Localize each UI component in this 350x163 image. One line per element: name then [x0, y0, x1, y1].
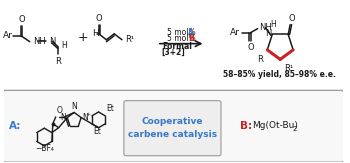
- Text: NH: NH: [33, 37, 46, 46]
- Text: O: O: [57, 106, 63, 115]
- Text: R: R: [258, 55, 264, 64]
- Text: A: A: [188, 28, 194, 37]
- Text: Formal: Formal: [162, 42, 192, 51]
- Text: B:: B:: [240, 121, 253, 131]
- Text: 5 mol%: 5 mol%: [167, 28, 198, 37]
- Text: 58–85% yield, 85–98% e.e.: 58–85% yield, 85–98% e.e.: [223, 70, 336, 79]
- Text: Cooperative
carbene catalysis: Cooperative carbene catalysis: [128, 117, 217, 139]
- Text: NH: NH: [260, 23, 272, 32]
- Text: [3+2]: [3+2]: [162, 48, 186, 57]
- Text: H: H: [270, 20, 276, 29]
- Text: Mg(Ot-Bu): Mg(Ot-Bu): [252, 121, 298, 130]
- Text: −BF₄: −BF₄: [35, 144, 54, 153]
- Text: H: H: [92, 29, 99, 38]
- Text: Et: Et: [93, 127, 101, 136]
- Text: R: R: [55, 57, 61, 66]
- Text: +: +: [85, 112, 90, 117]
- Text: O: O: [96, 14, 103, 23]
- Text: N: N: [265, 29, 271, 38]
- FancyBboxPatch shape: [124, 101, 221, 156]
- Text: Ar: Ar: [4, 31, 13, 40]
- Text: Et: Et: [106, 104, 114, 113]
- Text: N: N: [49, 37, 55, 46]
- Text: 5 mol%: 5 mol%: [167, 34, 198, 43]
- Text: O: O: [18, 15, 25, 23]
- Text: N: N: [82, 113, 88, 122]
- Text: 2: 2: [293, 126, 297, 132]
- Text: N: N: [61, 113, 66, 122]
- Text: N: N: [71, 102, 77, 111]
- Text: A:: A:: [9, 121, 21, 131]
- Text: Ar: Ar: [230, 28, 240, 37]
- Text: R¹: R¹: [125, 35, 134, 44]
- FancyBboxPatch shape: [3, 90, 344, 162]
- Text: B: B: [188, 34, 194, 43]
- Text: O: O: [288, 14, 295, 23]
- Text: +: +: [78, 31, 89, 44]
- Text: R¹: R¹: [284, 64, 293, 73]
- Text: O: O: [247, 43, 254, 52]
- Text: H: H: [61, 41, 66, 50]
